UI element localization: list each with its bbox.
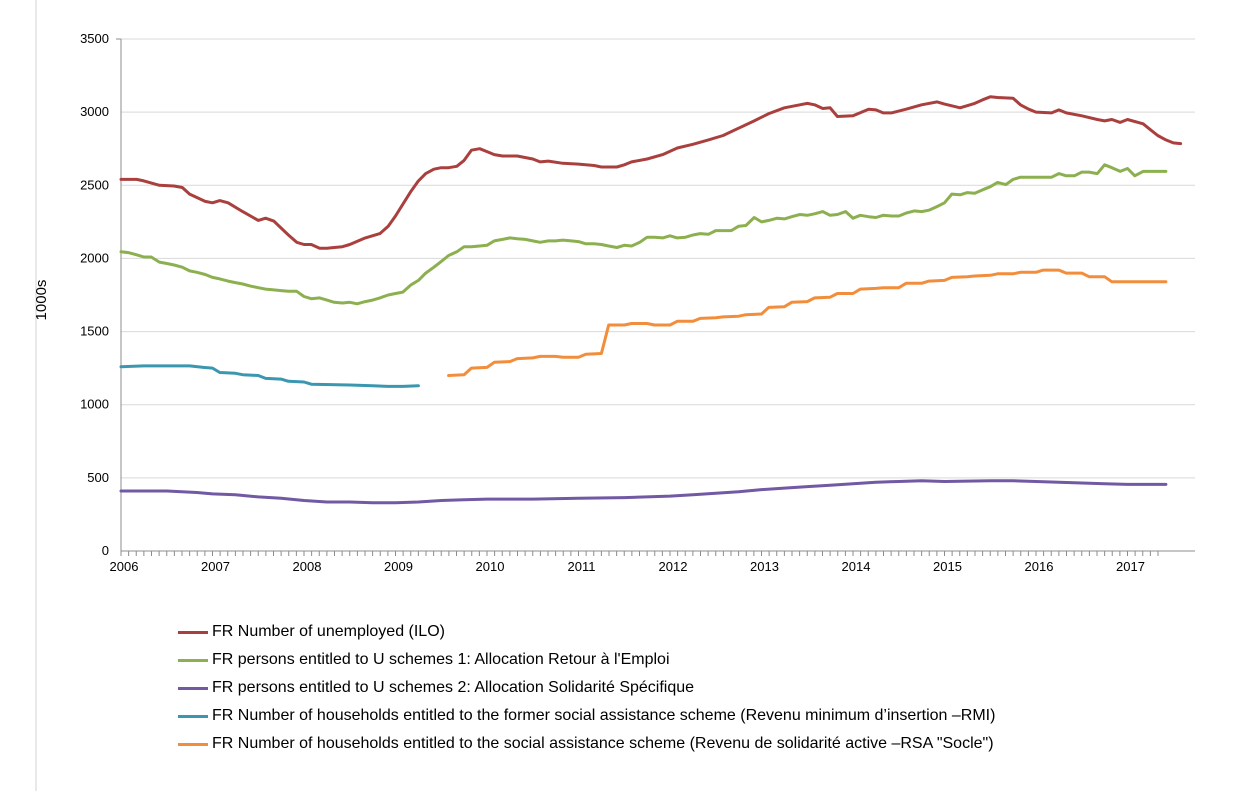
x-tick-label: 2014 [842,559,871,574]
legend-swatch [178,630,208,634]
legend-label: FR persons entitled to U schemes 1: Allo… [212,651,670,668]
x-tick-label: 2010 [476,559,505,574]
series-line-4 [119,364,420,388]
y-tick-label: 3500 [80,31,109,46]
x-tick-label: 2015 [933,559,962,574]
gridlines [121,38,1195,479]
axes [116,38,1195,556]
y-axis-label: 1000s [33,280,50,321]
legend-swatch [178,658,208,662]
series-line-5 [447,268,1168,377]
y-tick-label: 2500 [80,177,109,192]
series-line-2 [119,163,1168,306]
y-tick-label: 1500 [80,324,109,339]
legend-swatch [178,742,208,746]
legend-item-5: FR Number of households entitled to the … [178,730,995,758]
legend-label: FR Number of households entitled to the … [212,707,996,724]
legend-label: FR Number of households entitled to the … [212,735,994,752]
legend: FR Number of unemployed (ILO) FR persons … [178,618,995,758]
y-tick-label: 0 [102,543,109,558]
legend-item-3: FR persons entitled to U schemes 2: Allo… [178,674,995,702]
x-tick-label: 2009 [384,559,413,574]
y-tick-label: 2000 [80,250,109,265]
x-tick-label: 2008 [293,559,322,574]
legend-label: FR persons entitled to U schemes 2: Allo… [212,679,695,696]
legend-swatch [178,714,208,718]
legend-item-4: FR Number of households entitled to the … [178,702,995,730]
series-lines [119,95,1183,505]
x-tick-label: 2012 [659,559,688,574]
series-line-3 [119,479,1168,505]
legend-item-1: FR Number of unemployed (ILO) [178,618,995,646]
series-line-1 [119,95,1183,250]
x-tick-label: 2016 [1025,559,1054,574]
legend-label: FR Number of unemployed (ILO) [212,623,445,640]
x-tick-label: 2007 [201,559,230,574]
legend-swatch [178,686,208,690]
x-tick-labels: 2006 2007 2008 2009 2010 2011 2012 2013 2014 2015… [110,559,1145,574]
x-tick-label: 2011 [568,559,596,574]
y-tick-label: 1000 [80,397,109,412]
x-tick-label: 2017 [1116,559,1145,574]
x-tick-label: 2006 [110,559,139,574]
y-tick-label: 500 [87,470,109,485]
x-tick-label: 2013 [750,559,779,574]
y-tick-labels: 0 500 1000 1500 2000 2500 3000 3500 [80,31,109,558]
y-tick-label: 3000 [80,104,109,119]
legend-item-2: FR persons entitled to U schemes 1: Allo… [178,646,995,674]
